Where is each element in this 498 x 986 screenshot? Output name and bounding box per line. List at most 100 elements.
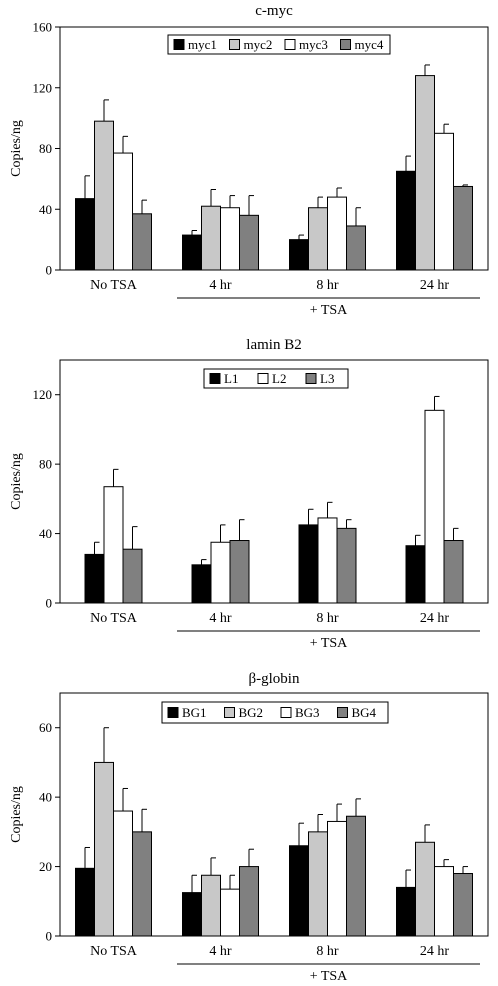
category-label: No TSA bbox=[90, 278, 138, 293]
legend-label-BG2: BG2 bbox=[239, 705, 264, 720]
bar-myc1-0 bbox=[75, 198, 95, 271]
legend-swatch-myc2 bbox=[229, 39, 240, 50]
bar-BG4-1 bbox=[239, 866, 259, 937]
legend: BG1 BG2 BG3 BG4 bbox=[161, 701, 389, 724]
legend-swatch-BG4 bbox=[337, 707, 348, 718]
bar-L1-3 bbox=[405, 545, 426, 604]
bar-myc1-2 bbox=[289, 239, 309, 271]
chart-0: c-myc Copies/ng 0 40 80 120 160 No TSA 4 hr 8 hr 2… bbox=[9, 3, 489, 318]
chart-1: lamin B2 Copies/ng 0 40 80 120 No TSA 4 hr 8 hr 2… bbox=[9, 337, 489, 651]
category-label: 8 hr bbox=[316, 944, 339, 959]
bar-myc2-2 bbox=[308, 207, 328, 271]
bar-L3-0 bbox=[122, 548, 143, 604]
group-label: + TSA bbox=[310, 303, 348, 318]
chart-2: β-globin Copies/ng 0 20 40 60 No TSA 4 hr 8 hr 24… bbox=[9, 671, 489, 984]
bar-myc4-3 bbox=[453, 185, 473, 271]
y-tick-label: 80 bbox=[39, 457, 52, 472]
legend-swatch-BG3 bbox=[280, 707, 292, 718]
legend-label-L1: L1 bbox=[224, 371, 238, 386]
y-tick-label: 20 bbox=[39, 859, 52, 874]
y-tick-label: 80 bbox=[39, 141, 52, 156]
bar-myc2-1 bbox=[201, 205, 221, 271]
y-tick-label: 60 bbox=[39, 720, 52, 735]
legend-label-BG3: BG3 bbox=[295, 705, 320, 720]
legend-label-BG1: BG1 bbox=[182, 705, 207, 720]
legend-swatch-L1 bbox=[209, 373, 221, 384]
legend-swatch-L3 bbox=[305, 373, 317, 384]
y-tick-label: 120 bbox=[33, 387, 53, 402]
y-tick-label: 0 bbox=[46, 929, 53, 944]
bar-BG1-2 bbox=[289, 845, 309, 937]
bar-L2-2 bbox=[317, 517, 338, 604]
bar-L2-3 bbox=[424, 409, 445, 604]
bar-myc3-0 bbox=[113, 152, 133, 271]
bar-BG2-1 bbox=[201, 874, 221, 937]
bar-myc2-0 bbox=[94, 120, 114, 271]
y-tick-label: 40 bbox=[39, 790, 52, 805]
category-label: 8 hr bbox=[316, 278, 339, 293]
legend-box bbox=[167, 34, 391, 55]
legend-swatch-BG2 bbox=[224, 707, 235, 718]
category-label: 4 hr bbox=[209, 944, 232, 959]
legend-label-myc3: myc3 bbox=[299, 37, 328, 52]
y-tick-label: 120 bbox=[33, 80, 53, 95]
legend-swatch-BG1 bbox=[167, 707, 179, 718]
y-tick-label: 40 bbox=[39, 202, 52, 217]
legend-label-myc1: myc1 bbox=[188, 37, 217, 52]
group-label: + TSA bbox=[310, 969, 348, 984]
legend: L1 L2 L3 bbox=[203, 368, 349, 389]
bar-L3-2 bbox=[336, 527, 357, 604]
y-tick-label: 0 bbox=[46, 263, 53, 278]
bar-L1-0 bbox=[84, 553, 105, 604]
bar-myc1-1 bbox=[182, 234, 202, 271]
legend-label-myc4: myc4 bbox=[355, 37, 384, 52]
bar-myc4-1 bbox=[239, 214, 259, 271]
bar-L3-3 bbox=[443, 540, 464, 604]
plot-frame bbox=[59, 359, 489, 604]
y-tick-label: 0 bbox=[46, 596, 53, 611]
bar-L1-2 bbox=[298, 524, 319, 604]
category-label: 24 hr bbox=[420, 944, 450, 959]
category-label: 4 hr bbox=[209, 278, 232, 293]
bar-BG3-0 bbox=[113, 810, 133, 937]
group-label: + TSA bbox=[310, 636, 348, 651]
bar-BG1-0 bbox=[75, 867, 95, 937]
y-axis-label: Copies/ng bbox=[9, 120, 24, 177]
bar-myc3-2 bbox=[327, 196, 347, 271]
legend-swatch-myc3 bbox=[284, 39, 296, 50]
bar-myc3-3 bbox=[434, 132, 454, 271]
bar-L2-0 bbox=[103, 486, 124, 604]
legend-label-BG4: BG4 bbox=[352, 705, 377, 720]
bar-BG2-0 bbox=[94, 761, 114, 937]
bar-myc1-3 bbox=[396, 170, 416, 271]
y-axis-label: Copies/ng bbox=[9, 786, 24, 843]
legend-swatch-myc4 bbox=[340, 39, 351, 50]
category-label: 4 hr bbox=[209, 611, 232, 626]
bar-BG4-2 bbox=[346, 815, 366, 937]
bar-BG2-2 bbox=[308, 831, 328, 937]
bar-BG4-0 bbox=[132, 831, 152, 937]
legend-label-L2: L2 bbox=[272, 371, 286, 386]
category-label: 24 hr bbox=[420, 611, 450, 626]
bar-L3-1 bbox=[229, 540, 250, 604]
category-label: 24 hr bbox=[420, 278, 450, 293]
bar-BG1-1 bbox=[182, 892, 202, 937]
bar-BG1-3 bbox=[396, 886, 416, 937]
bar-L1-1 bbox=[191, 564, 212, 604]
bar-BG3-1 bbox=[220, 888, 240, 937]
bar-myc4-0 bbox=[132, 213, 152, 271]
bar-BG3-2 bbox=[327, 820, 347, 937]
legend: myc1 myc2 myc3 myc4 bbox=[167, 34, 391, 55]
category-label: 8 hr bbox=[316, 611, 339, 626]
y-tick-label: 160 bbox=[33, 20, 53, 35]
bar-myc4-2 bbox=[346, 225, 366, 271]
chart-title: β-globin bbox=[249, 671, 300, 687]
bar-L2-1 bbox=[210, 541, 231, 604]
category-label: No TSA bbox=[90, 944, 138, 959]
bar-BG3-3 bbox=[434, 866, 454, 937]
chart-title: c-myc bbox=[255, 3, 293, 19]
legend-label-myc2: myc2 bbox=[244, 37, 273, 52]
chart-title: lamin B2 bbox=[246, 337, 301, 353]
bar-myc2-3 bbox=[415, 75, 435, 271]
